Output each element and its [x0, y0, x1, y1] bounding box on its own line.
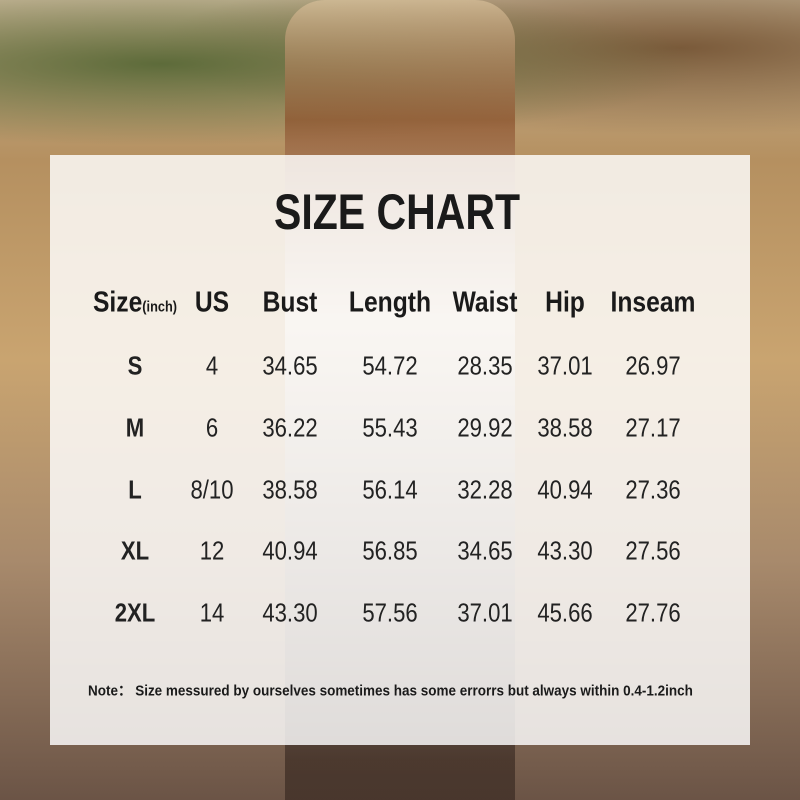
table-cell: 43.30: [262, 597, 318, 628]
table-cell: 27.56: [625, 535, 681, 566]
header-cell: Hip: [545, 286, 585, 319]
table-cell: 37.01: [537, 350, 593, 381]
size-cell: M: [125, 412, 145, 443]
size-unit: (inch): [142, 298, 178, 316]
size-chart-panel: [50, 155, 750, 745]
table-cell: 34.65: [457, 535, 513, 566]
table-cell: 12: [199, 535, 225, 566]
header-text: Size: [92, 286, 143, 319]
table-cell: 6: [205, 412, 219, 443]
header-cell: Waist: [452, 286, 518, 319]
table-cell: 43.30: [537, 535, 593, 566]
table-cell: 4: [205, 350, 219, 381]
table-cell: 8/10: [190, 474, 234, 505]
table-cell: 38.58: [537, 412, 593, 443]
size-cell: 2XL: [114, 597, 156, 628]
table-cell: 45.66: [537, 597, 593, 628]
header-cell: Bust: [262, 286, 318, 319]
table-cell: 36.22: [262, 412, 318, 443]
note: Note： Size messured by ourselves sometim…: [88, 683, 693, 700]
header-cell: Length: [348, 286, 432, 319]
table-cell: 29.92: [457, 412, 513, 443]
table-cell: 28.35: [457, 350, 513, 381]
table-cell: 14: [199, 597, 225, 628]
table-cell: 27.76: [625, 597, 681, 628]
size-cell: L: [128, 474, 142, 505]
table-cell: 40.94: [262, 535, 318, 566]
size-cell: XL: [120, 535, 150, 566]
table-cell: 40.94: [537, 474, 593, 505]
header-cell: Inseam: [610, 286, 696, 319]
table-cell: 27.17: [625, 412, 681, 443]
header-cell: Size(inch): [93, 287, 177, 320]
table-cell: 34.65: [262, 350, 318, 381]
table-cell: 37.01: [457, 597, 513, 628]
table-cell: 38.58: [262, 474, 318, 505]
header-cell: US: [194, 286, 230, 319]
table-cell: 54.72: [362, 350, 418, 381]
table-cell: 55.43: [362, 412, 418, 443]
table-cell: 32.28: [457, 474, 513, 505]
chart-title: SIZE CHART: [274, 184, 520, 240]
table-cell: 27.36: [625, 474, 681, 505]
table-cell: 26.97: [625, 350, 681, 381]
size-cell: S: [127, 350, 143, 381]
table-cell: 56.14: [362, 474, 418, 505]
table-cell: 57.56: [362, 597, 418, 628]
table-cell: 56.85: [362, 535, 418, 566]
